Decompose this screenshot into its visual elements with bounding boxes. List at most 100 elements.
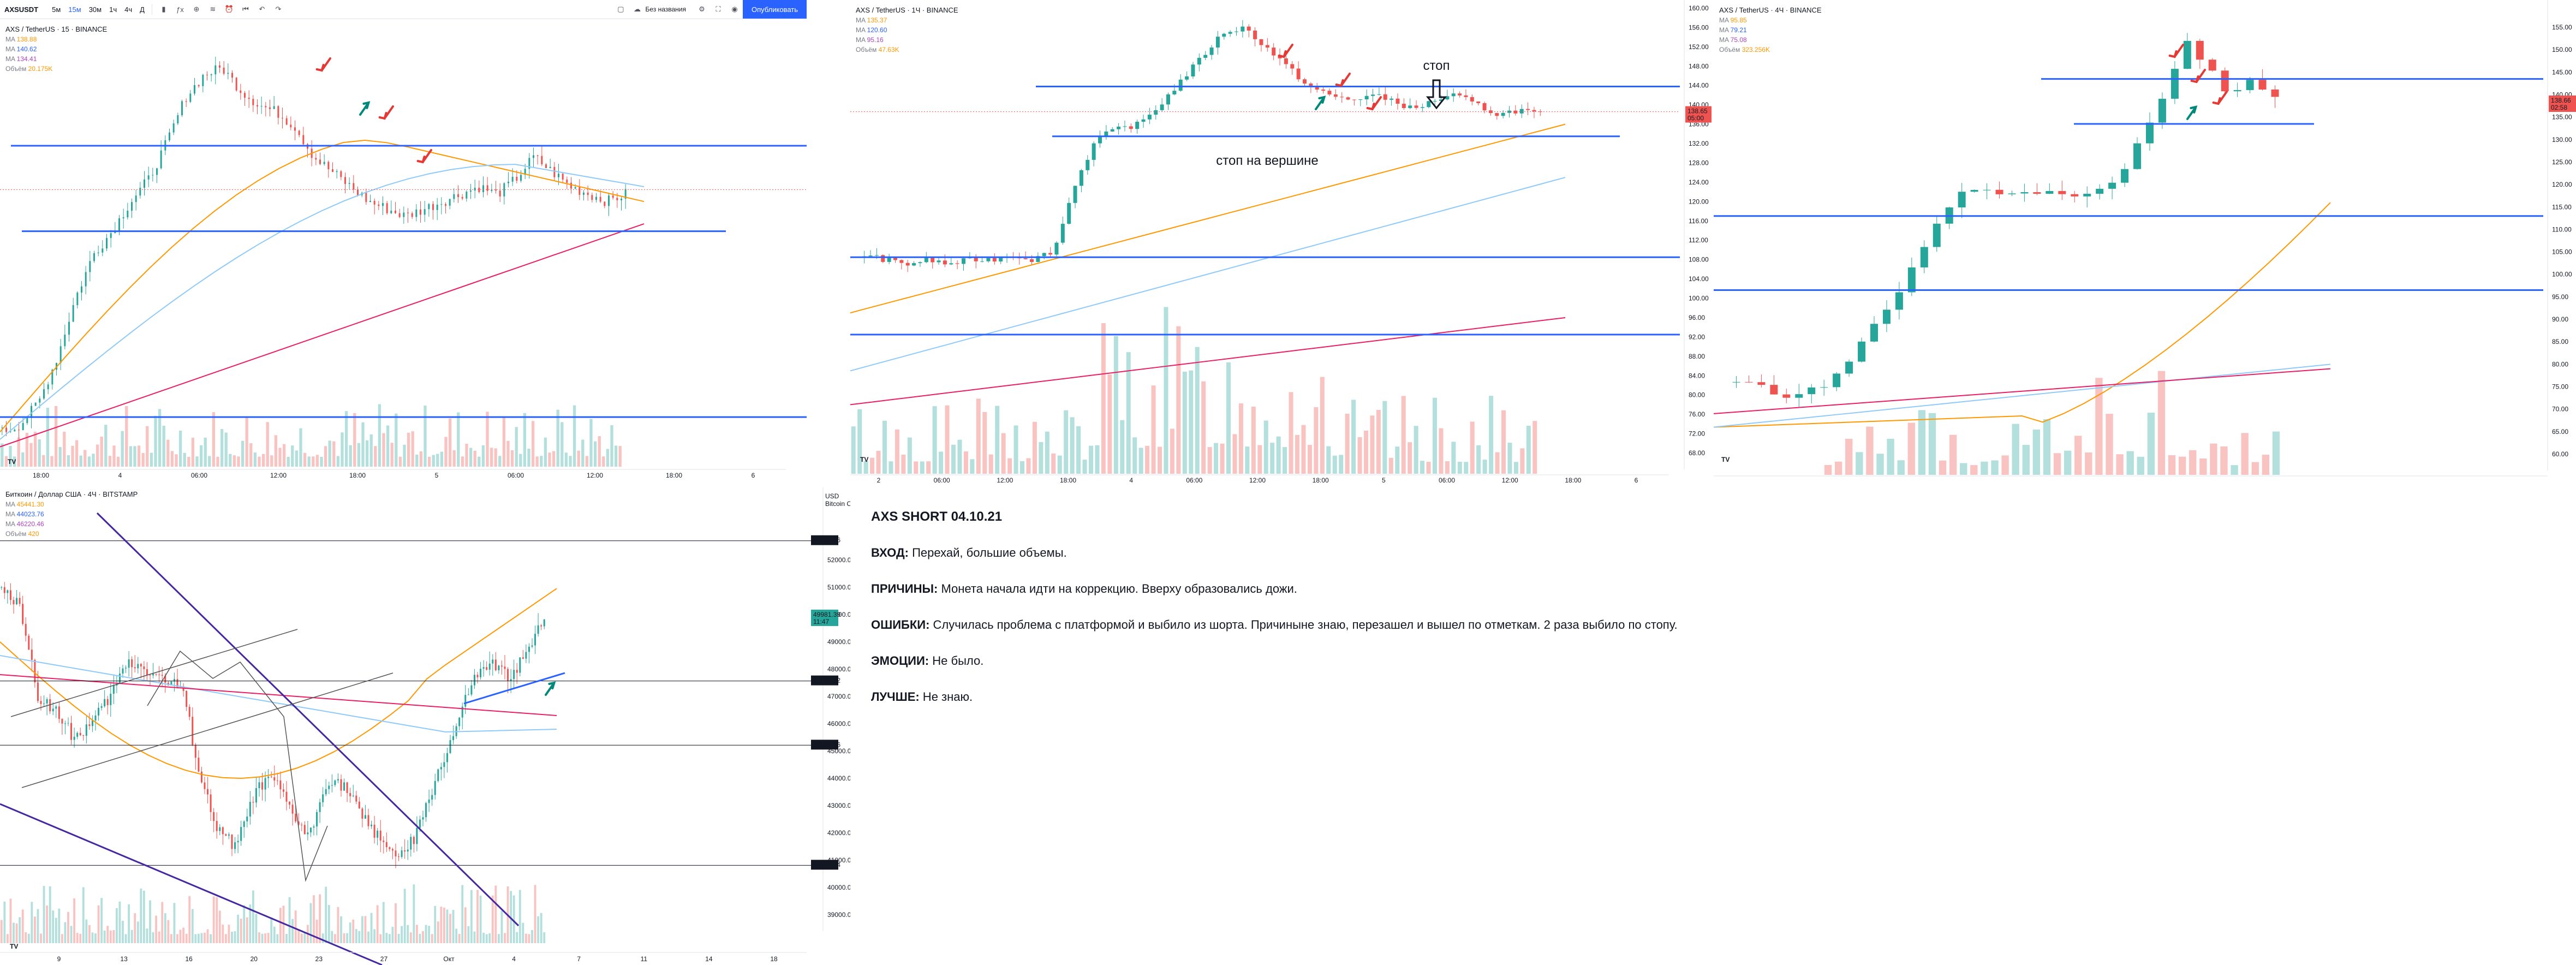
volume-bar bbox=[270, 455, 273, 467]
volume-bar bbox=[162, 426, 165, 467]
volume-bar bbox=[63, 431, 66, 467]
candle bbox=[391, 849, 393, 851]
volume-bar bbox=[2157, 371, 2166, 475]
candle bbox=[2258, 80, 2267, 90]
candle bbox=[390, 210, 392, 213]
volume-bar bbox=[1845, 438, 1853, 475]
fullscreen-icon[interactable]: ⛶ bbox=[715, 5, 721, 13]
chart-canvas[interactable]: 52000.0051000.0050000.0049000.0048000.00… bbox=[0, 487, 850, 965]
candle bbox=[73, 736, 75, 740]
candle bbox=[34, 402, 37, 406]
candle bbox=[528, 646, 530, 652]
volume-bar bbox=[328, 440, 331, 467]
candle bbox=[470, 685, 473, 695]
volume-bar bbox=[150, 452, 153, 467]
volume-bar bbox=[2137, 456, 2144, 475]
price-tick-label: 100.00 bbox=[2552, 271, 2572, 278]
layout-name[interactable]: Без названия bbox=[645, 5, 686, 13]
volume-bar bbox=[37, 909, 39, 943]
volume-bar bbox=[315, 919, 318, 943]
candle bbox=[371, 824, 373, 826]
candle bbox=[1732, 382, 1740, 383]
ma-value-1: 95.85 bbox=[1730, 16, 1747, 24]
candle bbox=[313, 826, 315, 828]
candle bbox=[22, 423, 24, 431]
time-tick-label: 23 bbox=[315, 955, 323, 963]
candle bbox=[323, 162, 325, 164]
candle bbox=[282, 789, 284, 792]
settings-icon[interactable]: ⚙ bbox=[699, 5, 705, 13]
layout-icon[interactable]: ▢ bbox=[617, 5, 624, 13]
add-icon[interactable]: ⊕ bbox=[193, 5, 200, 13]
candle bbox=[428, 204, 430, 210]
chart-canvas[interactable]: 157.50155.00152.50150.00147.50145.00142.… bbox=[0, 19, 808, 485]
timeframe-4h[interactable]: 4ч bbox=[124, 5, 133, 14]
candle bbox=[1166, 94, 1170, 105]
candle bbox=[2058, 190, 2066, 194]
volume-bar bbox=[1051, 453, 1056, 474]
volume-bar bbox=[446, 909, 449, 943]
volume-bar bbox=[4, 456, 8, 467]
volume-bar bbox=[137, 445, 141, 467]
price-tick-label: 92.00 bbox=[1689, 333, 1705, 341]
indicators-icon[interactable]: ƒx bbox=[176, 5, 184, 14]
chart-panel-axs-4h[interactable]: 155.00 150.00 145.00 140.00 135.00 130.00 125.… bbox=[1714, 0, 2576, 487]
candle bbox=[1907, 267, 1916, 293]
candle bbox=[608, 195, 610, 206]
publish-button[interactable]: Опубликовать bbox=[742, 0, 807, 19]
candle bbox=[316, 812, 318, 827]
candle bbox=[227, 73, 229, 74]
undo-icon[interactable]: ↶ bbox=[259, 5, 265, 13]
candle bbox=[1253, 30, 1257, 39]
candle bbox=[486, 185, 488, 191]
cloud-icon[interactable]: ☁ bbox=[633, 5, 641, 13]
timeframe-30m[interactable]: 30м bbox=[88, 5, 102, 14]
compare-icon[interactable]: ≋ bbox=[210, 5, 216, 13]
timeframe-1d[interactable]: Д bbox=[140, 5, 145, 14]
volume-bar bbox=[1470, 421, 1475, 474]
candle bbox=[1333, 94, 1338, 97]
series-title: Биткоин / Доллар США · 4Ч · BITSTAMP bbox=[5, 490, 138, 498]
volume-bar bbox=[1326, 446, 1331, 474]
volume-bar bbox=[385, 933, 388, 943]
candle bbox=[1358, 99, 1363, 100]
timeframe-5m[interactable]: 5м bbox=[52, 5, 61, 14]
volume-bar bbox=[369, 434, 373, 467]
snapshot-icon[interactable]: ◉ bbox=[731, 5, 738, 13]
chart-panel-axs-15m[interactable]: 157.50155.00152.50150.00147.50145.00142.… bbox=[0, 19, 808, 485]
chart-canvas[interactable]: 155.00150.00145.00140.00135.00130.00125.… bbox=[1714, 0, 2576, 487]
timeframe-15m[interactable]: 15м bbox=[68, 5, 81, 14]
volume-bar bbox=[2189, 450, 2197, 475]
alert-icon[interactable]: ⏰ bbox=[224, 5, 234, 13]
chart-canvas[interactable]: стоп стоп на вершине 160.00 156.00 152.00 148… bbox=[850, 0, 1712, 487]
price-tick-label: 76.00 bbox=[1689, 410, 1705, 418]
volume-bar bbox=[197, 933, 200, 943]
candle bbox=[173, 678, 175, 682]
volume-bar bbox=[71, 445, 74, 467]
candle bbox=[336, 171, 338, 172]
volume-bar bbox=[315, 455, 319, 467]
time-tick-label: 18 bbox=[770, 955, 778, 963]
volume-bar bbox=[476, 890, 479, 943]
ma-value-1: 135.37 bbox=[867, 16, 887, 24]
timeframe-1h[interactable]: 1ч bbox=[109, 5, 117, 14]
volume-bar bbox=[510, 450, 514, 467]
redo-icon[interactable]: ↷ bbox=[275, 5, 282, 13]
chart-panel-btc-4h[interactable]: 52000.0051000.0050000.0049000.0048000.00… bbox=[0, 487, 850, 965]
candle bbox=[188, 707, 190, 717]
candle bbox=[440, 204, 443, 205]
candle-style-icon[interactable]: ▮ bbox=[162, 5, 166, 13]
candle bbox=[79, 732, 81, 735]
volume-bar bbox=[200, 933, 203, 943]
volume-bar bbox=[1120, 420, 1125, 474]
volume-bar bbox=[467, 926, 470, 943]
time-tick-label: 16 bbox=[186, 955, 193, 963]
volume-bar bbox=[1039, 442, 1043, 474]
volume-bar bbox=[2043, 419, 2051, 475]
chart-panel-axs-1h[interactable]: стоп стоп на вершине 160.00 156.00 152.00 148… bbox=[850, 0, 1712, 487]
symbol-search[interactable]: AXSUSDT bbox=[4, 5, 39, 14]
price-level-tag bbox=[811, 740, 838, 750]
volume-bar bbox=[2231, 465, 2238, 475]
replay-icon[interactable]: ⏮ bbox=[242, 5, 249, 13]
price-tick-label: 51000.00 bbox=[827, 583, 850, 591]
